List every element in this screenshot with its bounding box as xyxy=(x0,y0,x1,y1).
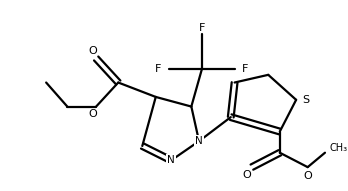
Text: CH₃: CH₃ xyxy=(330,143,348,153)
Text: O: O xyxy=(243,170,252,180)
Text: F: F xyxy=(242,64,249,74)
Text: N: N xyxy=(195,136,203,146)
Text: F: F xyxy=(199,23,205,33)
Text: S: S xyxy=(302,95,309,105)
Text: O: O xyxy=(88,46,97,56)
Text: N: N xyxy=(167,155,175,165)
Text: F: F xyxy=(155,64,161,74)
Text: O: O xyxy=(88,109,97,119)
Text: O: O xyxy=(303,171,312,181)
